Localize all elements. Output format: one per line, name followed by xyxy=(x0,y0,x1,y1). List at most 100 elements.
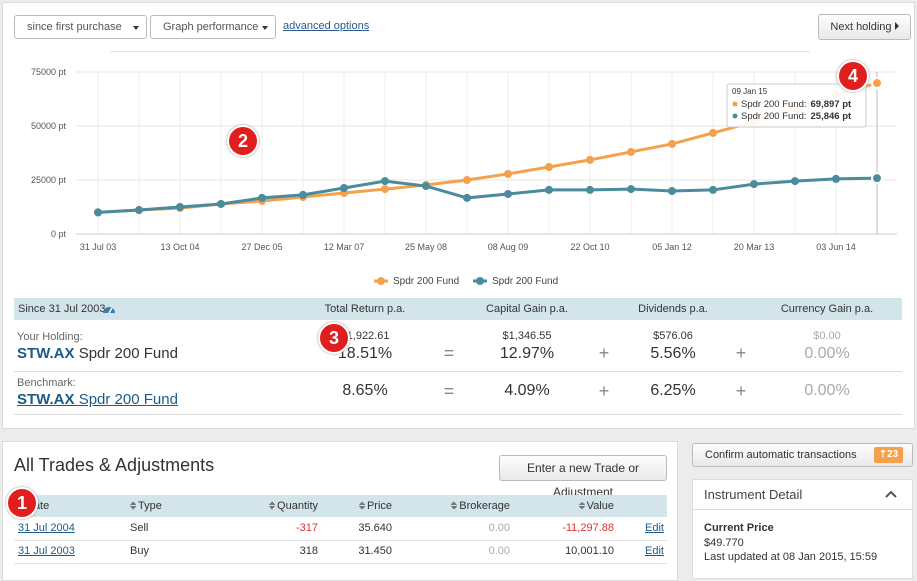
cell: 318 xyxy=(299,545,318,557)
row-divider xyxy=(14,563,667,564)
caret xyxy=(133,26,139,30)
column-header: Total Return p.a. xyxy=(324,303,406,315)
x-tick-label: 12 Mar 07 xyxy=(324,242,365,252)
date-link[interactable]: 31 Jul 2004 xyxy=(18,522,75,534)
data-point xyxy=(381,177,389,186)
data-point xyxy=(871,77,883,90)
y-tick-label: 25000 pt xyxy=(31,175,67,185)
trades-title: All Trades & Adjustments xyxy=(14,455,215,475)
holding-label: Your Holding: xyxy=(17,331,83,343)
edit-link[interactable]: Edit xyxy=(645,522,664,534)
data-point xyxy=(832,174,840,183)
advanced-link[interactable]: advanced options xyxy=(283,20,370,32)
price: $49.770 xyxy=(704,537,744,549)
cell: 31.450 xyxy=(358,545,392,557)
tooltip-text: Spdr 200 Fund: 69,897 pt xyxy=(741,99,852,110)
rate: 18.51% xyxy=(337,345,393,362)
x-tick-label: 22 Oct 10 xyxy=(570,242,609,252)
sort-icon xyxy=(578,501,585,510)
data-point xyxy=(668,139,676,148)
period-text: since first purchase xyxy=(27,21,122,33)
gauge-icon[interactable] xyxy=(102,303,116,315)
caret xyxy=(262,26,268,30)
confirm-text: Confirm automatic transactions xyxy=(705,449,857,461)
operator: + xyxy=(598,343,610,363)
data-point xyxy=(422,182,430,191)
tooltip-box xyxy=(726,83,867,128)
annotation-badge: 4 xyxy=(837,60,869,92)
data-point xyxy=(668,187,676,196)
cell: Buy xyxy=(130,545,149,557)
cell: Sell xyxy=(130,522,149,534)
header-text: Brokerage xyxy=(459,500,510,512)
instrument-panel xyxy=(692,479,913,579)
fund-name: Spdr 200 Fund xyxy=(78,391,178,408)
benchmark-link[interactable]: STW.AX Spdr 200 Fund xyxy=(17,391,178,408)
data-point xyxy=(545,163,553,172)
sort-icon xyxy=(358,501,365,510)
new-trade-button[interactable]: Enter a new Trade or Adjustment xyxy=(499,455,667,499)
mode-select[interactable]: Graph performance xyxy=(150,15,276,39)
data-point xyxy=(709,185,717,194)
x-tick-label: 25 May 08 xyxy=(405,242,447,252)
rate: 6.25% xyxy=(650,382,696,399)
cell: 10,001.10 xyxy=(565,545,614,557)
tooltip-value: 69,897 pt xyxy=(811,99,852,110)
edit-link[interactable]: Edit xyxy=(645,545,664,557)
ticker: STW.AX xyxy=(17,391,75,408)
collapse-icon[interactable] xyxy=(884,489,898,499)
tooltip-name: Spdr 200 Fund: xyxy=(741,99,807,110)
sort-icon xyxy=(451,501,458,510)
x-tick-label: 27 Dec 05 xyxy=(241,242,282,252)
series-line xyxy=(97,176,878,214)
annotation-badge: 3 xyxy=(318,322,350,354)
data-point xyxy=(463,176,471,184)
column-header: Value xyxy=(520,500,614,512)
updated: Last updated at 08 Jan 2015, 15:59 xyxy=(704,551,878,563)
fund-name: Spdr 200 Fund xyxy=(78,345,178,362)
price-label: Current Price xyxy=(704,522,774,534)
tooltip-text: Spdr 200 Fund: 25,846 pt xyxy=(741,111,852,122)
legend-marker xyxy=(377,277,385,285)
header-text: Quantity xyxy=(277,500,318,512)
amount: $1,922.61 xyxy=(340,330,390,342)
data-point xyxy=(545,185,553,194)
data-point xyxy=(463,193,471,202)
column-header: Quantity xyxy=(220,500,318,512)
data-point xyxy=(586,185,594,194)
summary-header xyxy=(14,298,902,320)
rate: 0.00% xyxy=(804,382,850,399)
cell: 35.640 xyxy=(358,522,392,534)
tooltip-value: 25,846 pt xyxy=(811,111,852,122)
tooltip-date: 09 Jan 15 xyxy=(732,87,768,96)
date-link[interactable]: 31 Jul 2003 xyxy=(18,545,75,557)
performance-panel xyxy=(2,2,915,429)
data-point xyxy=(340,183,348,192)
count-badge: ⇡23 xyxy=(874,447,903,463)
header-text: Price xyxy=(366,500,392,512)
column-header: Price xyxy=(330,500,392,512)
cell: 0.00 xyxy=(488,522,510,534)
data-point xyxy=(176,203,184,211)
amount: $576.06 xyxy=(653,330,693,342)
data-point xyxy=(709,128,717,137)
holding-name: STW.AX Spdr 200 Fund xyxy=(17,345,178,362)
next-text: Next holding xyxy=(830,21,892,33)
y-tick-label: 50000 pt xyxy=(31,121,67,131)
x-tick-label: 31 Jul 03 xyxy=(80,242,117,252)
count: 23 xyxy=(887,449,899,460)
column-header: Type xyxy=(130,500,210,512)
sort-icon xyxy=(269,501,276,510)
cell: 0.00 xyxy=(488,545,510,557)
amount: $1,346.55 xyxy=(502,330,552,342)
data-point xyxy=(750,180,758,189)
x-tick-label: 03 Jun 14 xyxy=(816,242,856,252)
tooltip-dot xyxy=(732,101,738,107)
header-text: Value xyxy=(586,500,614,512)
column-header: Brokerage xyxy=(410,500,510,512)
data-point xyxy=(217,199,225,208)
period-select[interactable]: since first purchase xyxy=(14,15,147,39)
next-holding-button[interactable]: Next holding xyxy=(818,14,911,40)
data-point xyxy=(627,147,635,156)
